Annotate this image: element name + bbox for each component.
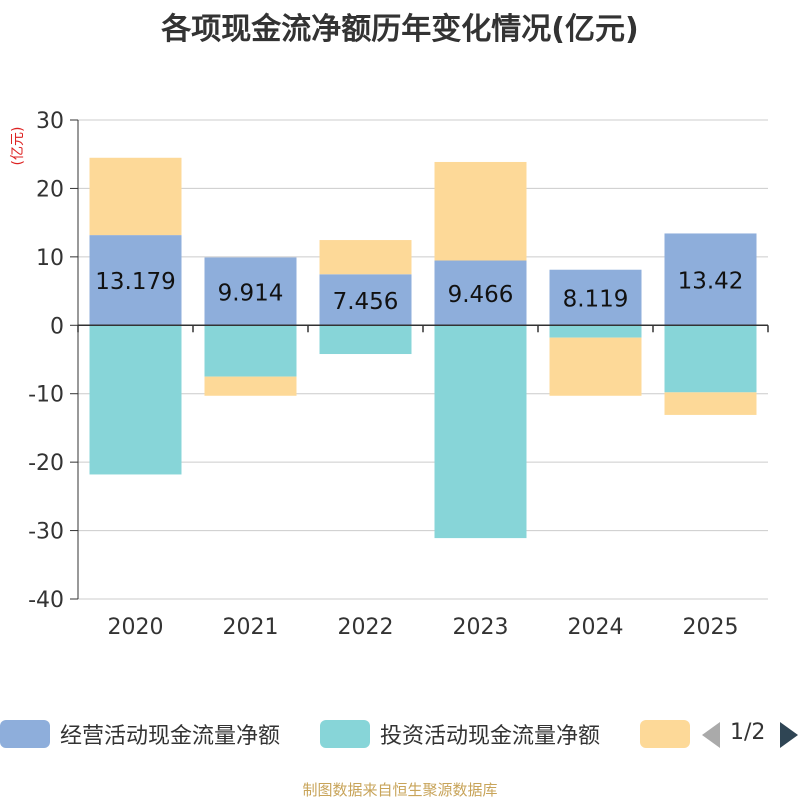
bar-series2-2021[interactable]: [204, 325, 297, 377]
y-tick-label: 30: [36, 109, 64, 134]
y-tick-label: -20: [28, 451, 64, 476]
data-label: 9.914: [218, 280, 284, 306]
data-label: 9.466: [448, 282, 514, 308]
legend-label-investing: 投资活动现金流量净额: [380, 724, 601, 749]
data-label: 13.179: [95, 269, 175, 295]
bar-series3-2025[interactable]: [664, 392, 757, 415]
bar-series3-2020[interactable]: [89, 157, 182, 236]
data-label: 13.42: [678, 268, 744, 294]
x-tick-label: 2023: [453, 615, 509, 640]
y-tick-label: 20: [36, 177, 64, 202]
source-note: 制图数据来自恒生聚源数据库: [302, 781, 498, 799]
bar-series1-2022[interactable]: [319, 274, 412, 326]
bar-series2-2025[interactable]: [664, 325, 757, 393]
x-tick-label: 2024: [568, 615, 624, 640]
bar-series3-2023[interactable]: [434, 161, 527, 261]
y-tick-label: -30: [28, 520, 64, 545]
y-tick-label: -10: [28, 383, 64, 408]
bar-series2-2022[interactable]: [319, 325, 412, 355]
legend-prev-page-icon[interactable]: [700, 720, 722, 750]
x-tick-label: 2022: [338, 615, 394, 640]
legend-next-page-icon[interactable]: [778, 720, 800, 750]
y-tick-label: 10: [36, 246, 64, 271]
x-tick-label: 2025: [683, 615, 739, 640]
x-tick-label: 2021: [223, 615, 279, 640]
y-tick-label: 0: [50, 314, 64, 339]
bar-series1-2021[interactable]: [204, 257, 297, 326]
legend-swatch-operating: [0, 720, 50, 748]
bar-series2-2020[interactable]: [89, 325, 182, 475]
legend-item-third[interactable]: [640, 718, 700, 750]
chart-title: 各项现金流净额历年变化情况(亿元): [161, 12, 639, 47]
bar-series3-2024[interactable]: [549, 337, 642, 396]
data-label: 8.119: [563, 287, 629, 313]
bar-series1-2024[interactable]: [549, 269, 642, 326]
legend-label-operating: 经营活动现金流量净额: [60, 724, 281, 749]
bar-series2-2024[interactable]: [549, 325, 642, 338]
bar-series1-2025[interactable]: [664, 233, 757, 326]
x-tick-label: 2020: [108, 615, 164, 640]
legend-item-investing[interactable]: 投资活动现金流量净额: [320, 718, 600, 750]
bar-series1-2020[interactable]: [89, 235, 182, 326]
y-axis-label: (亿元): [10, 127, 26, 166]
legend-page-indicator: 1/2: [730, 720, 766, 745]
bar-series1-2023[interactable]: [434, 260, 527, 326]
data-label: 7.456: [333, 289, 399, 315]
bar-series2-2023[interactable]: [434, 325, 527, 539]
legend-swatch-third: [640, 720, 690, 748]
bar-series3-2022[interactable]: [319, 240, 412, 275]
bar-series3-2021[interactable]: [204, 376, 297, 396]
legend-item-operating[interactable]: 经营活动现金流量净额: [0, 718, 280, 750]
y-tick-label: -40: [28, 588, 64, 613]
legend-swatch-investing: [320, 720, 370, 748]
